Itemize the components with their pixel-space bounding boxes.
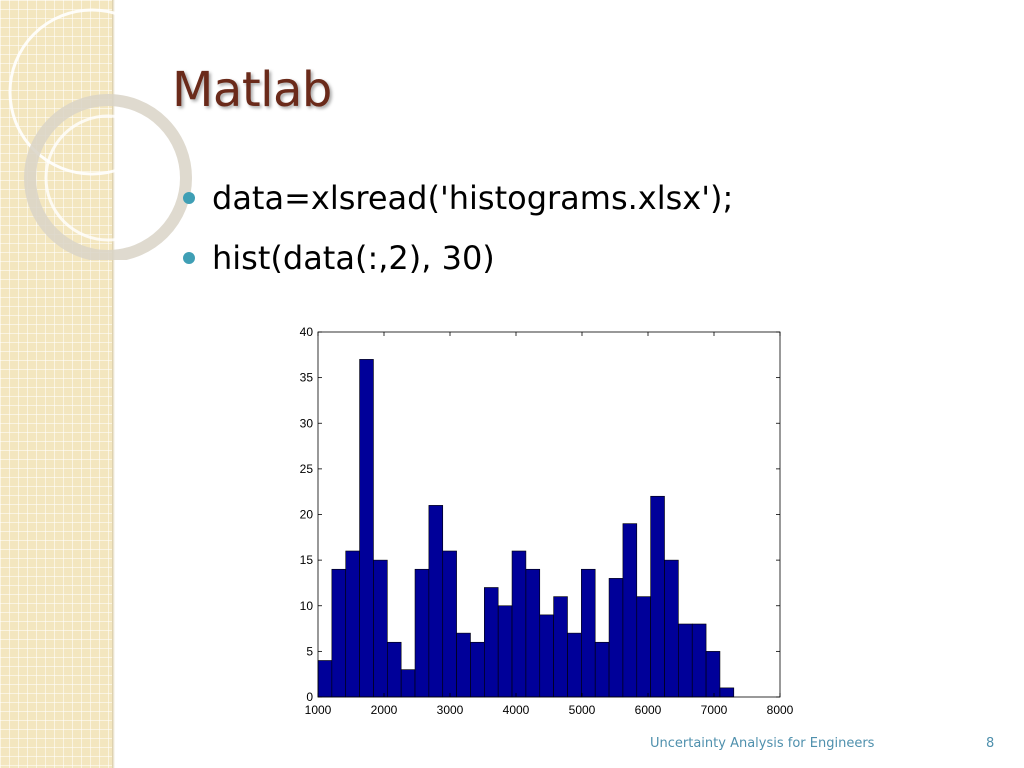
bullet-item-hist: hist(data(:,2), 30) — [180, 232, 733, 292]
x-tick-label: 3000 — [437, 703, 464, 717]
page-number: 8 — [986, 736, 995, 751]
histogram-bar — [442, 550, 457, 698]
bullet-text: data=xlsread('histograms.xlsx'); — [212, 179, 734, 217]
histogram-bar — [539, 614, 554, 698]
y-tick-label: 15 — [300, 553, 314, 567]
histogram-bar — [691, 623, 707, 698]
decor-ring-outer — [24, 94, 192, 260]
y-tick-label: 10 — [300, 599, 314, 613]
histogram-bar — [373, 559, 388, 698]
histogram-bar — [622, 523, 638, 698]
histogram-bar — [331, 568, 347, 698]
side-band-edge — [112, 0, 115, 768]
x-tick-label: 6000 — [635, 703, 662, 717]
x-tick-label: 2000 — [371, 703, 398, 717]
slide-title: Matlab — [172, 62, 332, 118]
x-tick-label: 5000 — [569, 703, 596, 717]
histogram-chart: 1000 2000 3000 4000 5000 6000 7000 8000 0 5 10 15 20… — [300, 325, 794, 717]
histogram-bar — [359, 359, 374, 698]
histogram-bar — [497, 605, 513, 698]
histogram-bar — [581, 568, 596, 698]
bullet-dot-icon — [183, 252, 195, 264]
y-tick-label: 25 — [300, 462, 314, 476]
histogram-bar — [608, 578, 624, 698]
histogram-bar — [470, 641, 485, 698]
x-tick-label: 1000 — [305, 703, 332, 717]
histogram-bar — [650, 495, 665, 698]
decor-ring-inner — [44, 114, 172, 242]
histogram-bar — [484, 587, 499, 698]
y-tick-label: 20 — [300, 508, 314, 522]
histogram-bar — [400, 669, 416, 698]
y-tick-label: 0 — [306, 690, 313, 704]
bullet-item-xlsread: data=xlsread('histograms.xlsx'); — [180, 172, 733, 232]
histogram-bar — [719, 687, 735, 698]
histogram-bar — [511, 550, 527, 698]
histogram-bar — [567, 632, 582, 698]
histogram-bar — [317, 660, 333, 698]
histogram-bar — [678, 623, 693, 698]
histogram-bar — [636, 596, 651, 698]
histogram-bar — [345, 550, 360, 698]
histogram-bar — [553, 596, 568, 698]
histogram-bar — [428, 505, 444, 698]
bullet-dot-icon — [183, 192, 195, 204]
histogram-bar — [414, 568, 430, 698]
x-tick-label: 4000 — [503, 703, 530, 717]
y-tick-label: 35 — [300, 371, 314, 385]
footer-text: Uncertainty Analysis for Engineers — [650, 736, 875, 751]
bullet-text: hist(data(:,2), 30) — [212, 239, 495, 277]
y-tick-label: 40 — [300, 325, 314, 339]
histogram-bar — [664, 559, 679, 698]
x-tick-label: 8000 — [767, 703, 794, 717]
y-tick-label: 5 — [306, 644, 313, 658]
x-tick-label: 7000 — [701, 703, 728, 717]
histogram-bar — [456, 632, 471, 698]
y-tick-label: 30 — [300, 416, 314, 430]
histogram-bar — [525, 568, 541, 698]
bullet-list: data=xlsread('histograms.xlsx'); hist(da… — [180, 172, 733, 292]
histogram-bar — [387, 641, 402, 698]
decorative-rings — [8, 8, 192, 260]
histogram-bar — [594, 641, 610, 698]
decor-ring-large — [8, 8, 176, 176]
histogram-bar — [705, 651, 721, 698]
